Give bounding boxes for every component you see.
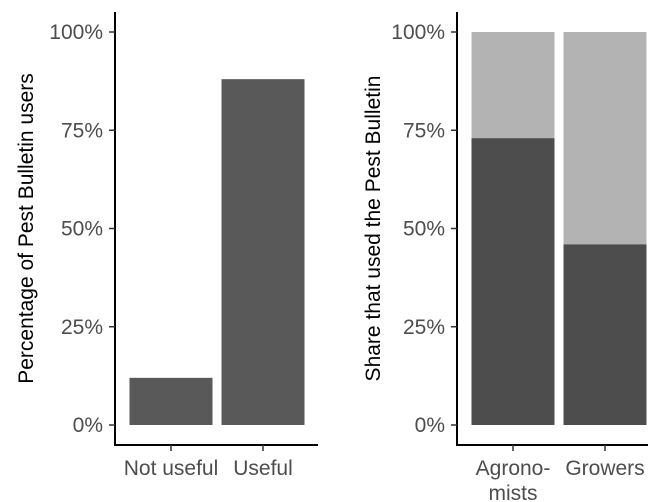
left-bar-0 <box>129 377 213 425</box>
right-y-tick-label-1: 25% <box>403 316 445 339</box>
left-y-tick-label-3: 75% <box>61 119 103 142</box>
left-y-tick-label-2: 50% <box>61 218 103 241</box>
left-y-axis-title: Percentage of Pest Bulletin users <box>15 73 38 384</box>
right-y-tick-label-3: 75% <box>403 119 445 142</box>
right-x-tick-label-1: Growers <box>565 457 644 480</box>
left-y-tick-label-4: 100% <box>49 21 103 44</box>
panel-right-chart: 0% 25% 50% 75% 100% Agrono-mists Growers Share … <box>362 12 648 502</box>
right-x-tick-label-0: Agrono-mists <box>476 457 551 502</box>
right-bar-0-segment-1 <box>471 32 555 139</box>
right-bar-0-segment-0 <box>471 138 555 426</box>
left-x-tick-label-0: Not useful <box>124 457 219 480</box>
panel-left-chart: 0% 25% 50% 75% 100% Not useful Useful Percentag… <box>15 12 318 480</box>
right-bar-1-segment-1 <box>563 32 647 245</box>
right-y-tick-label-2: 50% <box>403 218 445 241</box>
right-bar-1-segment-0 <box>563 244 647 425</box>
left-y-tick-label-1: 25% <box>61 316 103 339</box>
right-y-axis-title: Share that used the Pest Bulletin <box>362 76 385 382</box>
left-bar-1 <box>221 79 305 425</box>
left-y-tick-label-0: 0% <box>73 414 103 437</box>
right-y-tick-label-4: 100% <box>391 21 445 44</box>
left-x-tick-label-1: Useful <box>233 457 293 480</box>
right-y-tick-label-0: 0% <box>415 414 445 437</box>
